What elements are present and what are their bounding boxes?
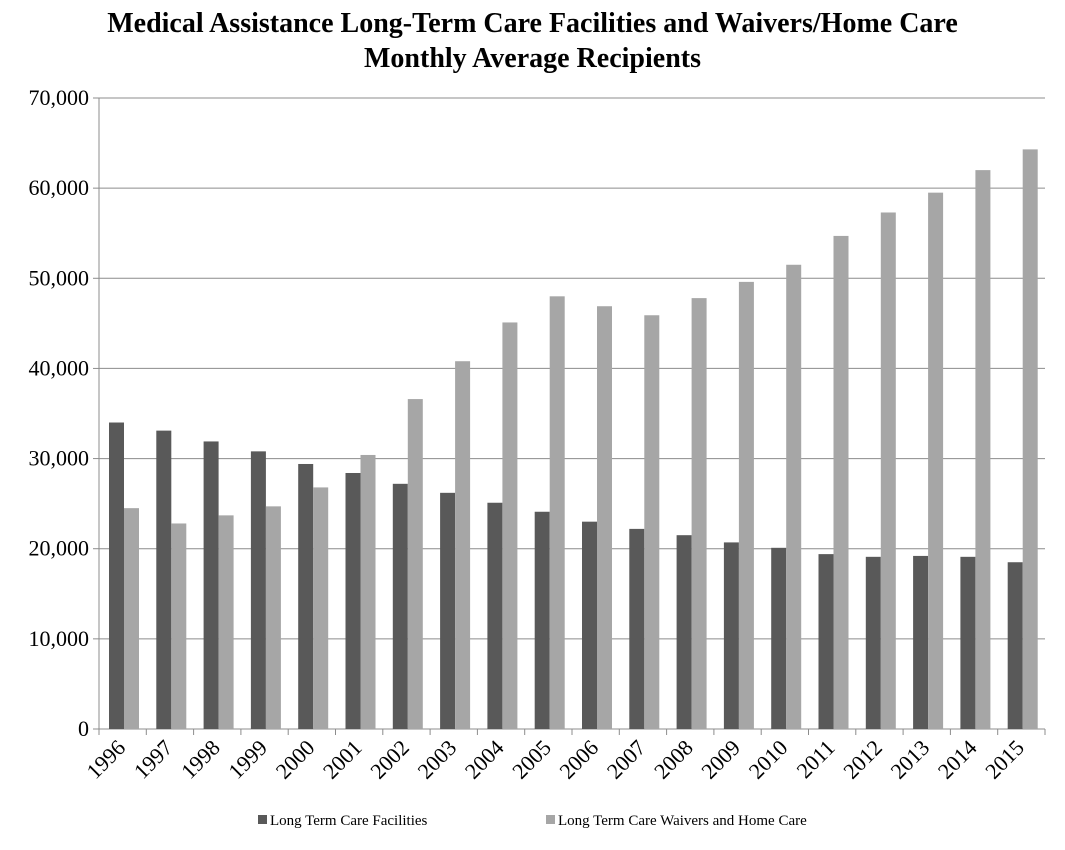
bar-waivers-home-care: [502, 322, 518, 729]
bar-facilities: [203, 441, 219, 729]
bar-waivers-home-care: [975, 170, 991, 730]
x-tick-label: 2000: [271, 735, 320, 784]
legend-label: Long Term Care Facilities: [270, 813, 428, 829]
bar-facilities: [771, 547, 787, 729]
legend-label: Long Term Care Waivers and Home Care: [558, 813, 807, 829]
x-tick-label: 2006: [554, 735, 603, 784]
x-tick-label: 2012: [838, 735, 887, 784]
bar-facilities: [676, 535, 692, 729]
bar-waivers-home-care: [928, 192, 944, 729]
bar-waivers-home-care: [880, 212, 896, 729]
x-tick-label: 2014: [933, 735, 982, 784]
bar-facilities: [913, 555, 929, 729]
x-tick-label: 2001: [318, 735, 367, 784]
x-tick-label: 1998: [176, 735, 225, 784]
bar-waivers-home-care: [265, 506, 281, 729]
x-tick-label: 2011: [791, 735, 839, 783]
bar-facilities: [392, 483, 408, 729]
x-tick-label: 2010: [744, 735, 793, 784]
legend-swatch: [258, 815, 267, 824]
y-tick-label: 30,000: [29, 446, 90, 471]
bar-facilities: [960, 556, 976, 729]
bar-waivers-home-care: [549, 296, 565, 729]
bar-facilities: [298, 463, 314, 729]
bar-facilities: [109, 422, 124, 729]
x-tick-label: 2009: [696, 735, 745, 784]
bar-facilities: [629, 528, 645, 729]
legend-swatch: [546, 815, 555, 824]
bar-facilities: [345, 472, 361, 729]
x-tick-label: 2004: [460, 735, 509, 784]
bar-waivers-home-care: [644, 315, 660, 729]
bar-waivers-home-care: [360, 454, 376, 729]
bar-waivers-home-care: [833, 235, 849, 729]
bar-facilities: [1007, 562, 1023, 729]
bar-waivers-home-care: [738, 281, 754, 729]
y-tick-label: 70,000: [29, 85, 90, 110]
bar-waivers-home-care: [786, 264, 802, 729]
bar-waivers-home-care: [597, 306, 612, 729]
x-tick-label: 2002: [365, 735, 414, 784]
x-tick-label: 1999: [223, 735, 272, 784]
y-tick-label: 0: [78, 716, 89, 741]
bar-waivers-home-care: [218, 515, 234, 729]
bar-facilities: [534, 511, 550, 729]
bar-waivers-home-care: [171, 523, 187, 729]
y-tick-label: 40,000: [29, 355, 90, 380]
x-tick-label: 2005: [507, 735, 556, 784]
bar-waivers-home-care: [407, 399, 423, 729]
bar-waivers-home-care: [124, 508, 139, 729]
bar-facilities: [865, 556, 881, 729]
bar-facilities: [723, 542, 739, 729]
bar-waivers-home-care: [691, 298, 707, 729]
bar-waivers-home-care: [313, 487, 329, 729]
bar-facilities: [818, 554, 834, 729]
bar-facilities: [156, 430, 172, 729]
y-tick-label: 10,000: [29, 626, 90, 651]
x-tick-label: 2003: [412, 735, 461, 784]
x-tick-label: 1997: [129, 735, 178, 784]
bar-facilities: [440, 492, 456, 729]
x-tick-label: 1996: [81, 735, 130, 784]
chart-title: Medical Assistance Long-Term Care Facili…: [0, 6, 1065, 76]
chart-title-line1: Medical Assistance Long-Term Care Facili…: [107, 8, 958, 39]
bar-facilities: [250, 451, 266, 729]
x-tick-label: 2007: [602, 735, 651, 784]
bar-waivers-home-care: [1022, 149, 1038, 730]
x-tick-label: 2013: [885, 735, 934, 784]
chart-title-line2: Monthly Average Recipients: [364, 43, 701, 74]
y-tick-label: 60,000: [29, 175, 90, 200]
y-tick-label: 20,000: [29, 536, 90, 561]
y-tick-label: 50,000: [29, 265, 90, 290]
bar-facilities: [487, 502, 503, 729]
x-tick-label: 2015: [980, 735, 1029, 784]
bar-facilities: [582, 521, 597, 729]
x-tick-label: 2008: [649, 735, 698, 784]
bar-waivers-home-care: [455, 361, 471, 729]
